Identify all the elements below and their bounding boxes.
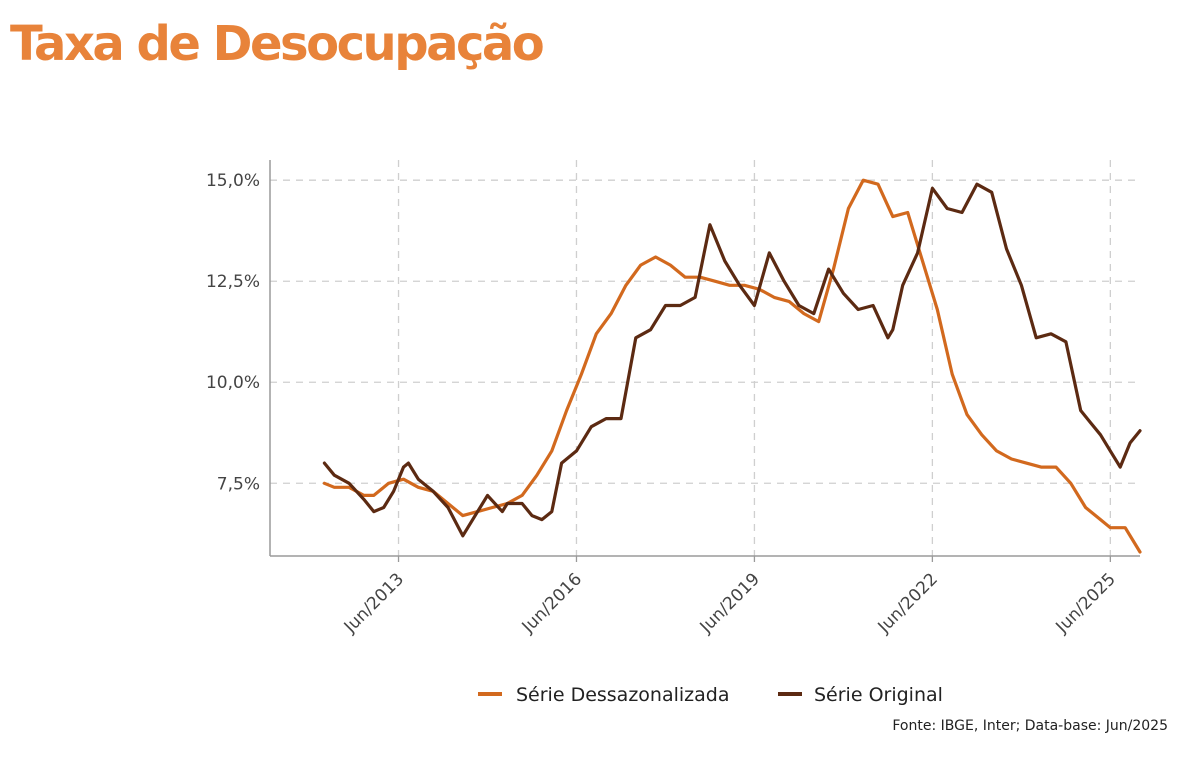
x-axis-ticks: Jun/2013 Jun/2016 Jun/2019 Jun/2022 Jun/2025 [340, 569, 1120, 637]
chart-legend: Série Dessazonalizada Série Original [478, 684, 943, 706]
x-tick-label: Jun/2013 [340, 569, 408, 637]
x-tick-label: Jun/2016 [518, 569, 586, 637]
legend-label: Série Original [814, 684, 943, 706]
y-tick-label: 12,5% [206, 272, 260, 292]
y-tick-label: 7,5% [217, 474, 260, 494]
chart-grid [270, 160, 1140, 556]
chart-axes [269, 160, 1140, 562]
page-title: Taxa de Desocupação [10, 16, 545, 72]
source-note: Fonte: IBGE, Inter; Data-base: Jun/2025 [892, 718, 1168, 734]
x-tick-label: Jun/2022 [874, 569, 942, 637]
y-tick-label: 15,0% [206, 171, 260, 191]
series-line-dessazonalizada [322, 178, 1142, 554]
chart-series [322, 178, 1142, 554]
x-tick-label: Jun/2019 [696, 569, 764, 637]
legend-label: Série Dessazonalizada [516, 684, 730, 706]
y-tick-label: 10,0% [206, 373, 260, 393]
series-line-original [322, 182, 1142, 538]
y-axis-ticks: 15,0% 12,5% 10,0% 7,5% [206, 171, 260, 494]
x-tick-label: Jun/2025 [1052, 569, 1120, 637]
